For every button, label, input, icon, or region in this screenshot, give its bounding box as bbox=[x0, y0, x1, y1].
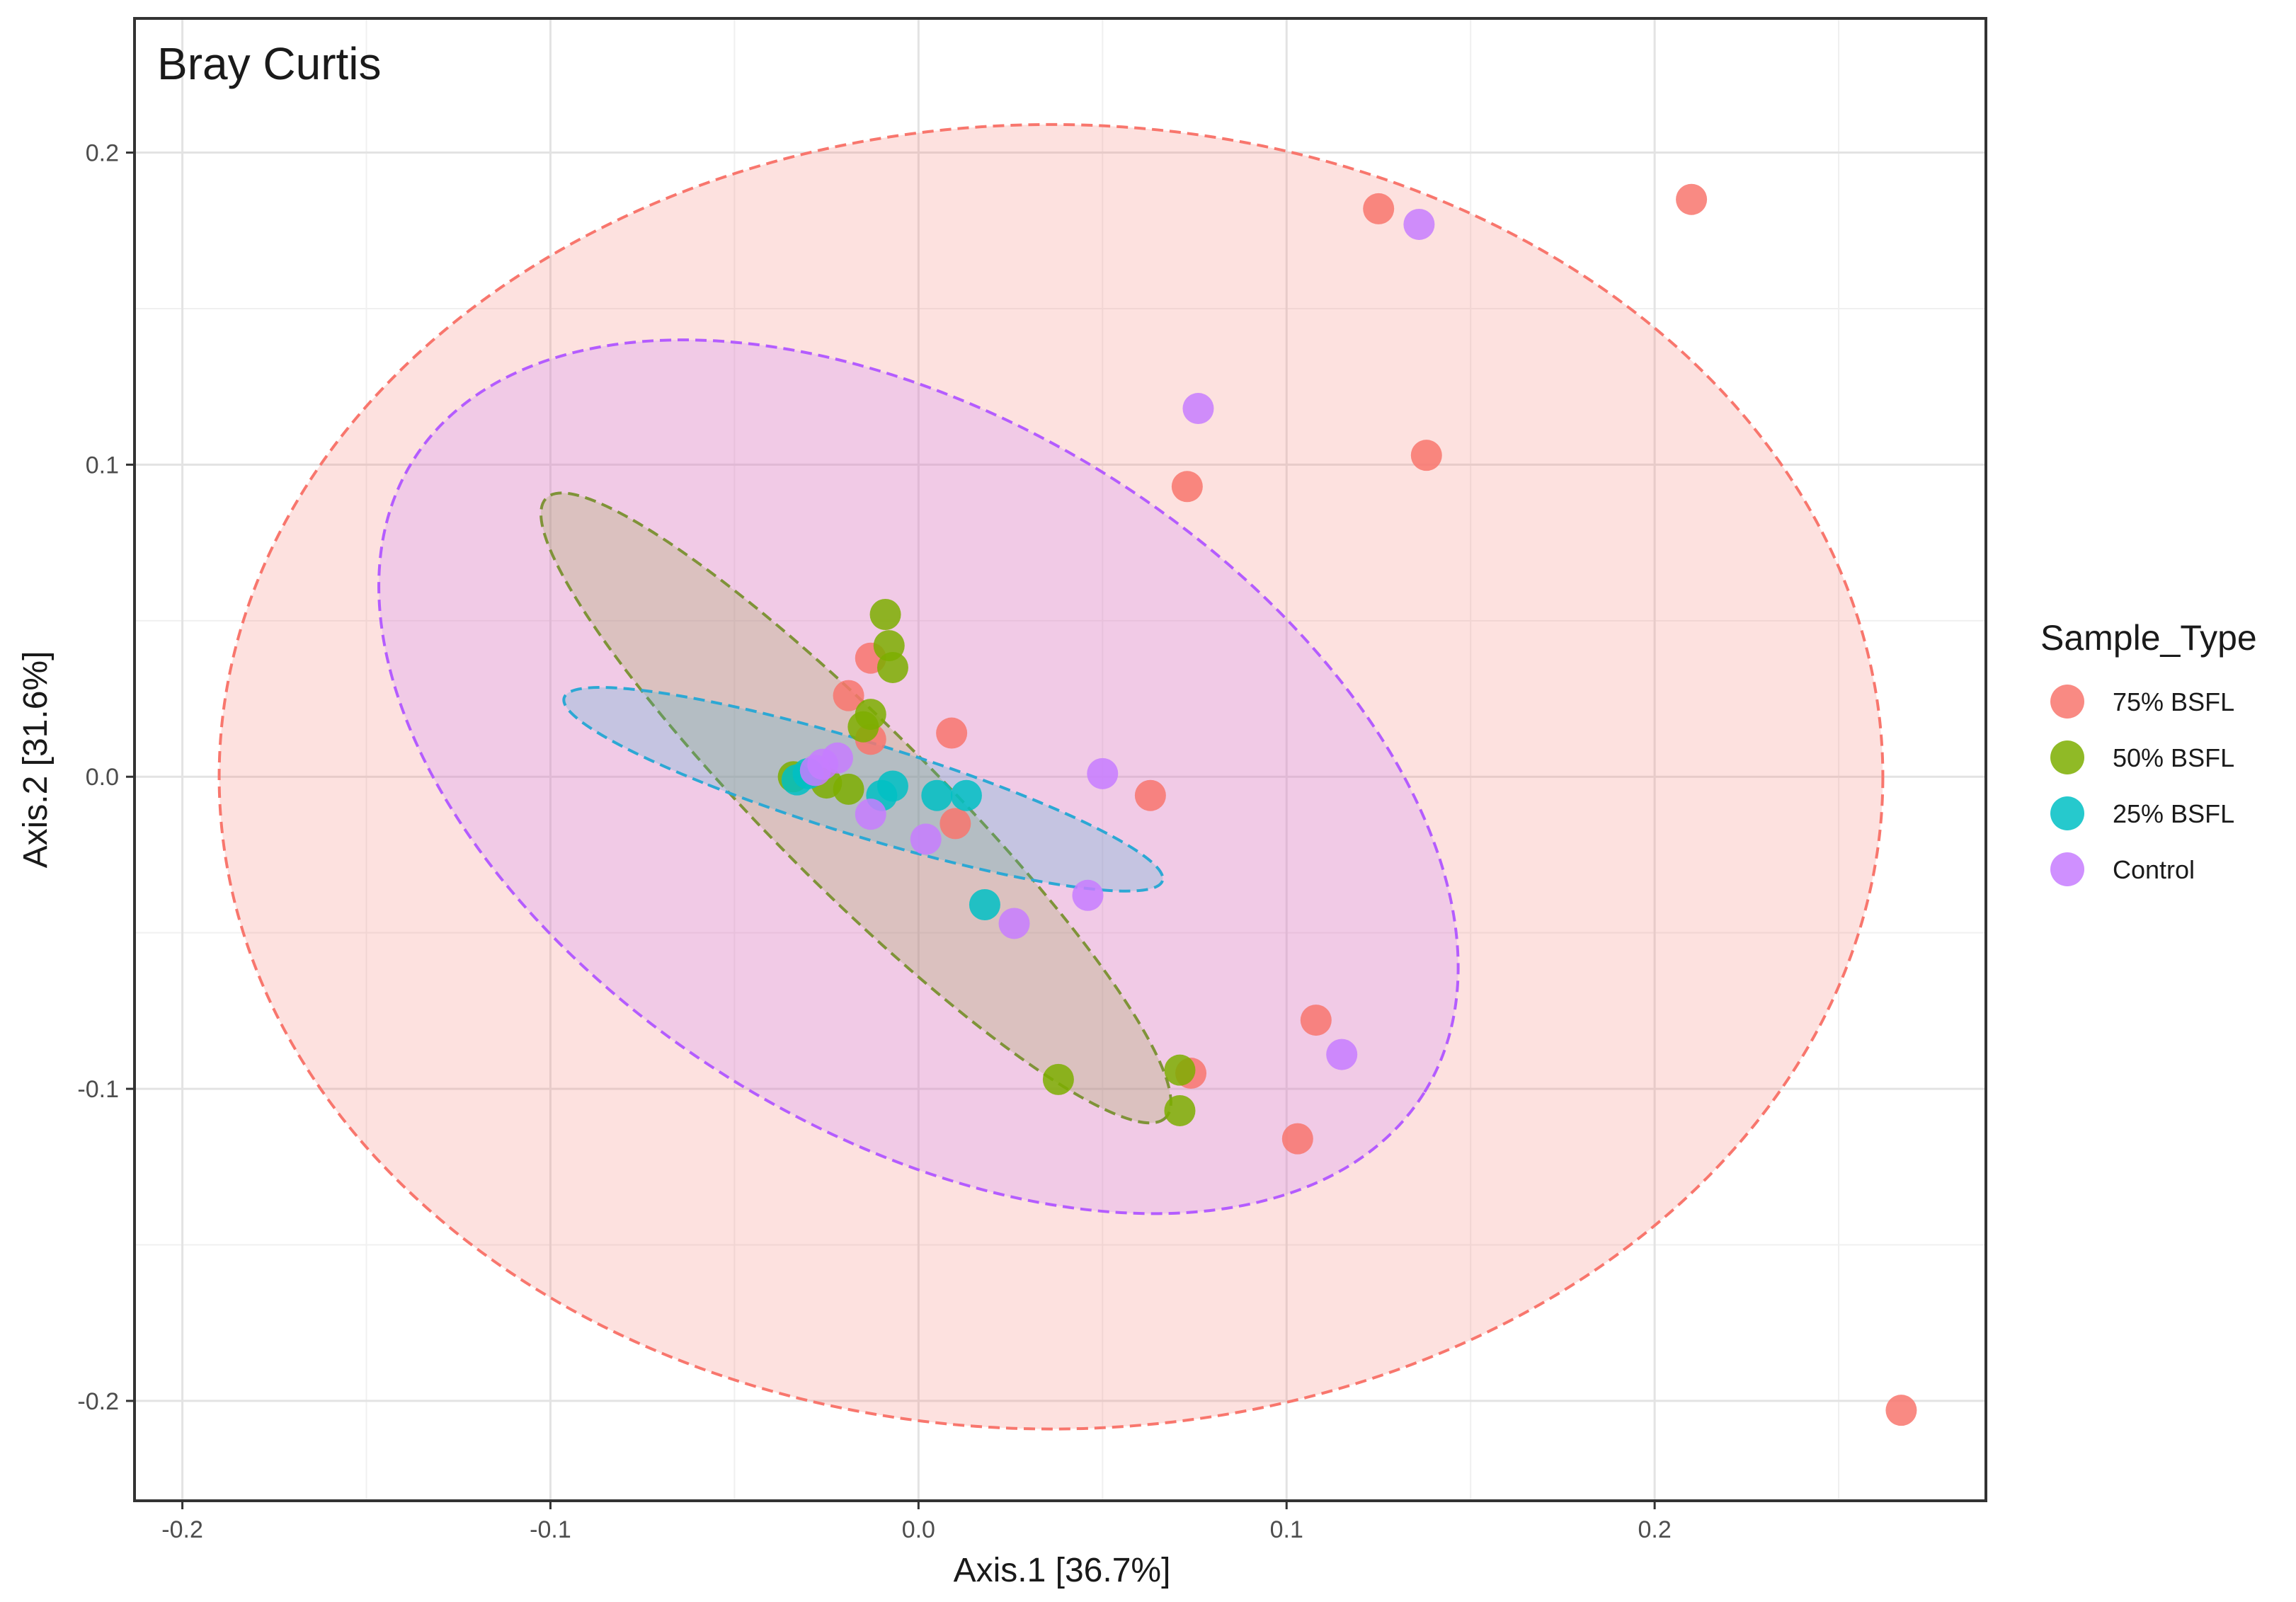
ellipse-75-bsfl bbox=[217, 122, 1885, 1431]
point-75-bsfl bbox=[939, 808, 971, 840]
legend-label-25-bsfl: 25% BSFL bbox=[2113, 799, 2234, 828]
x-tick-label: 0.0 bbox=[902, 1516, 935, 1543]
legend: Sample_Type 75% BSFL 50% BSFL 25% BSFL Cont… bbox=[2040, 618, 2257, 886]
point-75-bsfl bbox=[1134, 779, 1166, 811]
point-control bbox=[1403, 208, 1435, 240]
point-control bbox=[855, 799, 886, 830]
point-control bbox=[1072, 879, 1104, 911]
legend-key-control bbox=[2050, 852, 2084, 886]
point-50-bsfl bbox=[1042, 1063, 1074, 1095]
ellipse-control bbox=[377, 338, 1460, 1215]
point-50-bsfl bbox=[847, 711, 879, 743]
point-75-bsfl bbox=[1410, 440, 1442, 471]
y-tick-label: -0.2 bbox=[77, 1388, 119, 1415]
point-25-bsfl bbox=[950, 779, 982, 811]
point-75-bsfl bbox=[1300, 1005, 1332, 1036]
point-control bbox=[910, 823, 942, 855]
legend-items: 75% BSFL 50% BSFL 25% BSFL Control bbox=[2050, 685, 2234, 886]
point-50-bsfl bbox=[869, 599, 901, 631]
point-75-bsfl bbox=[833, 680, 864, 711]
point-control bbox=[1326, 1039, 1358, 1070]
point-25-bsfl bbox=[921, 779, 953, 811]
legend-label-50-bsfl: 50% BSFL bbox=[2113, 743, 2234, 772]
grid-lines bbox=[135, 18, 1986, 1501]
point-75-bsfl bbox=[1281, 1123, 1313, 1155]
point-75-bsfl bbox=[936, 717, 968, 749]
plot-panel bbox=[135, 18, 1986, 1501]
legend-title: Sample_Type bbox=[2040, 618, 2257, 658]
point-50-bsfl bbox=[1164, 1094, 1196, 1126]
point-control bbox=[1087, 757, 1119, 789]
confidence-ellipses bbox=[217, 122, 1885, 1431]
legend-key-25-bsfl bbox=[2050, 796, 2084, 830]
y-tick-label: 0.0 bbox=[86, 764, 119, 791]
point-75-bsfl bbox=[1885, 1395, 1917, 1426]
legend-key-75-bsfl bbox=[2050, 685, 2084, 719]
axis-ticks: -0.2 -0.1 0.0 0.1 0.2 0.2 0.1 0.0 -0.1 -0.2 bbox=[77, 140, 1671, 1543]
point-50-bsfl bbox=[1164, 1054, 1196, 1086]
point-25-bsfl bbox=[969, 888, 1000, 920]
point-75-bsfl bbox=[1676, 183, 1708, 215]
point-50-bsfl bbox=[833, 773, 864, 805]
y-tick-label: 0.2 bbox=[86, 140, 119, 167]
legend-key-50-bsfl bbox=[2050, 740, 2084, 774]
x-tick-label: 0.2 bbox=[1638, 1516, 1671, 1543]
point-control bbox=[799, 755, 831, 786]
y-tick-label: 0.1 bbox=[86, 452, 119, 479]
legend-label-control: Control bbox=[2113, 855, 2195, 884]
point-25-bsfl bbox=[876, 770, 908, 802]
y-axis-title: Axis.2 [31.6%] bbox=[17, 651, 55, 869]
point-control bbox=[998, 908, 1030, 939]
x-tick-label: -0.2 bbox=[161, 1516, 203, 1543]
data-points bbox=[777, 183, 1917, 1426]
ellipse-50-bsfl bbox=[539, 491, 1172, 1125]
y-tick-label: -0.1 bbox=[77, 1076, 119, 1103]
point-75-bsfl bbox=[1171, 471, 1203, 503]
x-tick-label: -0.1 bbox=[530, 1516, 571, 1543]
point-control bbox=[1182, 393, 1214, 425]
legend-label-75-bsfl: 75% BSFL bbox=[2113, 687, 2234, 716]
plot-title: Bray Curtis bbox=[157, 38, 382, 89]
point-75-bsfl bbox=[1363, 193, 1395, 224]
point-50-bsfl bbox=[876, 651, 908, 683]
x-axis-title: Axis.1 [36.7%] bbox=[954, 1552, 1171, 1589]
plot-panel-border bbox=[133, 17, 1987, 1502]
x-tick-label: 0.1 bbox=[1270, 1516, 1303, 1543]
